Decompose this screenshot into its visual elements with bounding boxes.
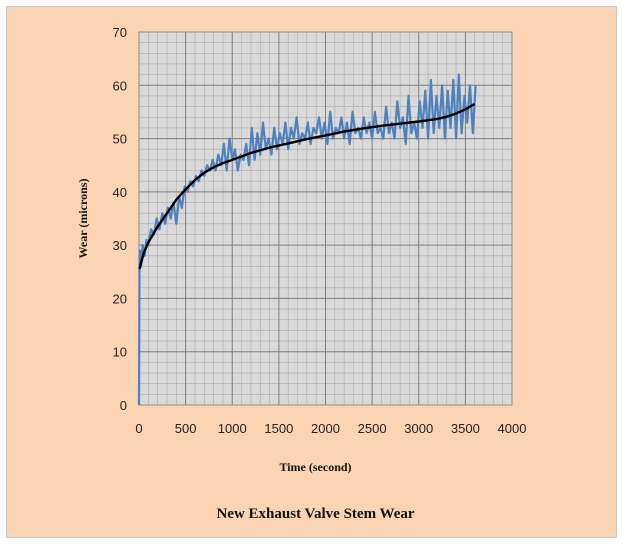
x-tick-labels: 0 500 1000 1500 2000 2500 3000 3500 4000	[135, 421, 526, 436]
y-tick-label: 20	[113, 291, 127, 306]
chart-svg: 0 500 1000 1500 2000 2500 3000 3500 4000 0 10 20 30…	[76, 25, 526, 522]
y-tick-label: 30	[113, 238, 127, 253]
x-tick-label: 3000	[404, 421, 433, 436]
x-axis-title: Time (second)	[279, 460, 351, 474]
series-layer	[137, 73, 477, 406]
x-tick-label: 500	[175, 421, 197, 436]
y-axis-title: Wear (microns)	[76, 179, 90, 259]
y-tick-labels: 0 10 20 30 40 50 60 70	[113, 25, 127, 413]
y-tick-label: 0	[120, 398, 127, 413]
x-tick-label: 4000	[498, 421, 527, 436]
x-tick-label: 2000	[311, 421, 340, 436]
y-tick-label: 10	[113, 345, 127, 360]
chart-frame: 0 500 1000 1500 2000 2500 3000 3500 4000 0 10 20 30…	[6, 6, 617, 538]
plot-border	[138, 31, 513, 406]
x-tick-label: 0	[135, 421, 142, 436]
y-tick-label: 70	[113, 25, 127, 40]
y-tick-label: 60	[113, 78, 127, 93]
measured-wear-line	[137, 73, 477, 406]
chart-title: New Exhaust Valve Stem Wear	[216, 506, 414, 522]
x-tick-label: 2500	[358, 421, 387, 436]
y-tick-label: 40	[113, 185, 127, 200]
trend-line	[138, 102, 476, 270]
y-tick-label: 50	[113, 132, 127, 147]
x-tick-label: 1000	[218, 421, 247, 436]
x-tick-label: 1500	[264, 421, 293, 436]
x-tick-label: 3500	[451, 421, 480, 436]
